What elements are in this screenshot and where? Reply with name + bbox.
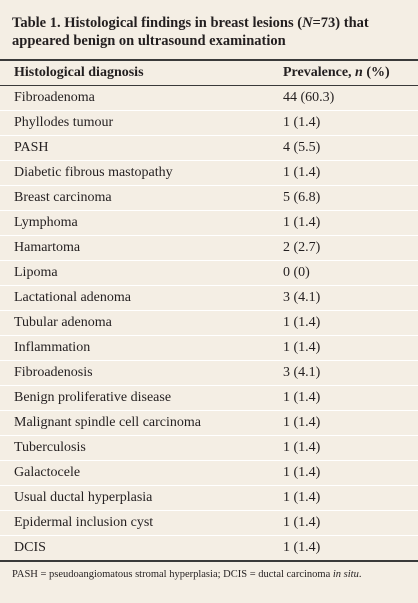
diagnosis-cell: Diabetic fibrous mastopathy (0, 160, 283, 186)
table: Histological diagnosis Prevalence, n (%)… (0, 59, 418, 562)
prevalence-cell: 1 (1.4) (283, 310, 418, 336)
table-row: Fibroadenosis 3 (4.1) (0, 360, 418, 386)
header-italic: n (355, 65, 363, 80)
table-row: Tuberculosis 1 (1.4) (0, 435, 418, 461)
diagnosis-cell: Hamartoma (0, 235, 283, 261)
prevalence-cell: 1 (1.4) (283, 435, 418, 461)
diagnosis-cell: Benign proliferative disease (0, 385, 283, 411)
prevalence-cell: 1 (1.4) (283, 385, 418, 411)
prevalence-cell: 1 (1.4) (283, 335, 418, 361)
prevalence-cell: 44 (60.3) (283, 85, 418, 111)
table-row: Inflammation 1 (1.4) (0, 335, 418, 361)
prevalence-cell: 5 (6.8) (283, 185, 418, 211)
diagnosis-cell: Breast carcinoma (0, 185, 283, 211)
prevalence-cell: 1 (1.4) (283, 210, 418, 236)
diagnosis-cell: Tubular adenoma (0, 310, 283, 336)
prevalence-cell: 3 (4.1) (283, 285, 418, 311)
title-italic: N (302, 15, 313, 31)
diagnosis-cell: Lactational adenoma (0, 285, 283, 311)
table-row: Tubular adenoma 1 (1.4) (0, 310, 418, 336)
diagnosis-cell: Fibroadenoma (0, 85, 283, 111)
footnote-italic: in situ (332, 569, 359, 580)
diagnosis-cell: PASH (0, 135, 283, 161)
table-row: Usual ductal hyperplasia 1 (1.4) (0, 485, 418, 511)
table-body: Fibroadenoma 44 (60.3) Phyllodes tumour 1 (… (0, 85, 418, 562)
footnote-text: . (358, 569, 362, 580)
table-title: Table 1. Histological findings in breast… (12, 14, 407, 50)
prevalence-cell: 2 (2.7) (283, 235, 418, 261)
diagnosis-cell: Fibroadenosis (0, 360, 283, 386)
table-row: Fibroadenoma 44 (60.3) (0, 85, 418, 111)
prevalence-cell: 1 (1.4) (283, 485, 418, 511)
table-row: Epidermal inclusion cyst 1 (1.4) (0, 510, 418, 536)
diagnosis-cell: Malignant spindle cell carcinoma (0, 410, 283, 436)
prevalence-cell: 1 (1.4) (283, 410, 418, 436)
table-row: Phyllodes tumour 1 (1.4) (0, 110, 418, 136)
title-text: =73) that appeared benign on ultrasound … (12, 15, 369, 49)
diagnosis-cell: Epidermal inclusion cyst (0, 510, 283, 536)
diagnosis-cell: Usual ductal hyperplasia (0, 485, 283, 511)
diagnosis-cell: Phyllodes tumour (0, 110, 283, 136)
diagnosis-cell: Tuberculosis (0, 435, 283, 461)
table-row: Diabetic fibrous mastopathy 1 (1.4) (0, 160, 418, 186)
table-row: PASH 4 (5.5) (0, 135, 418, 161)
header-text: Prevalence, (283, 65, 356, 80)
header-row: Histological diagnosis Prevalence, n (%) (0, 60, 418, 86)
table-row: Lymphoma 1 (1.4) (0, 210, 418, 236)
diagnosis-cell: Inflammation (0, 335, 283, 361)
header-text: (%) (362, 65, 390, 80)
table-row: Lactational adenoma 3 (4.1) (0, 285, 418, 311)
table-row: Breast carcinoma 5 (6.8) (0, 185, 418, 211)
table-row: DCIS 1 (1.4) (0, 536, 418, 562)
prevalence-cell: 0 (0) (283, 260, 418, 286)
table-row: Benign proliferative disease 1 (1.4) (0, 385, 418, 411)
prevalence-cell: 1 (1.4) (283, 540, 321, 555)
table-row: Lipoma 0 (0) (0, 260, 418, 286)
prevalence-cell: 3 (4.1) (283, 360, 418, 386)
prevalence-cell: 1 (1.4) (283, 510, 418, 536)
diagnosis-cell: Lipoma (0, 260, 283, 286)
prevalence-cell: 1 (1.4) (283, 160, 418, 186)
header-cell: Prevalence, n (%) (283, 60, 418, 86)
prevalence-cell: 1 (1.4) (283, 110, 418, 136)
table-row: Hamartoma 2 (2.7) (0, 235, 418, 261)
diagnosis-cell: DCIS (14, 540, 46, 555)
footnote-text: PASH = pseudoangiomatous stromal hyperpl… (12, 569, 333, 580)
table-row: Malignant spindle cell carcinoma 1 (1.4) (0, 410, 418, 436)
table-row: Galactocele 1 (1.4) (0, 460, 418, 486)
header-cell: Histological diagnosis (0, 60, 283, 86)
prevalence-cell: 1 (1.4) (283, 460, 418, 486)
diagnosis-cell: Lymphoma (0, 210, 283, 236)
footnote: PASH = pseudoangiomatous stromal hyperpl… (12, 569, 412, 580)
diagnosis-cell: Galactocele (0, 460, 283, 486)
prevalence-cell: 4 (5.5) (283, 135, 418, 161)
title-text: Table 1. Histological findings in breast… (12, 15, 303, 31)
